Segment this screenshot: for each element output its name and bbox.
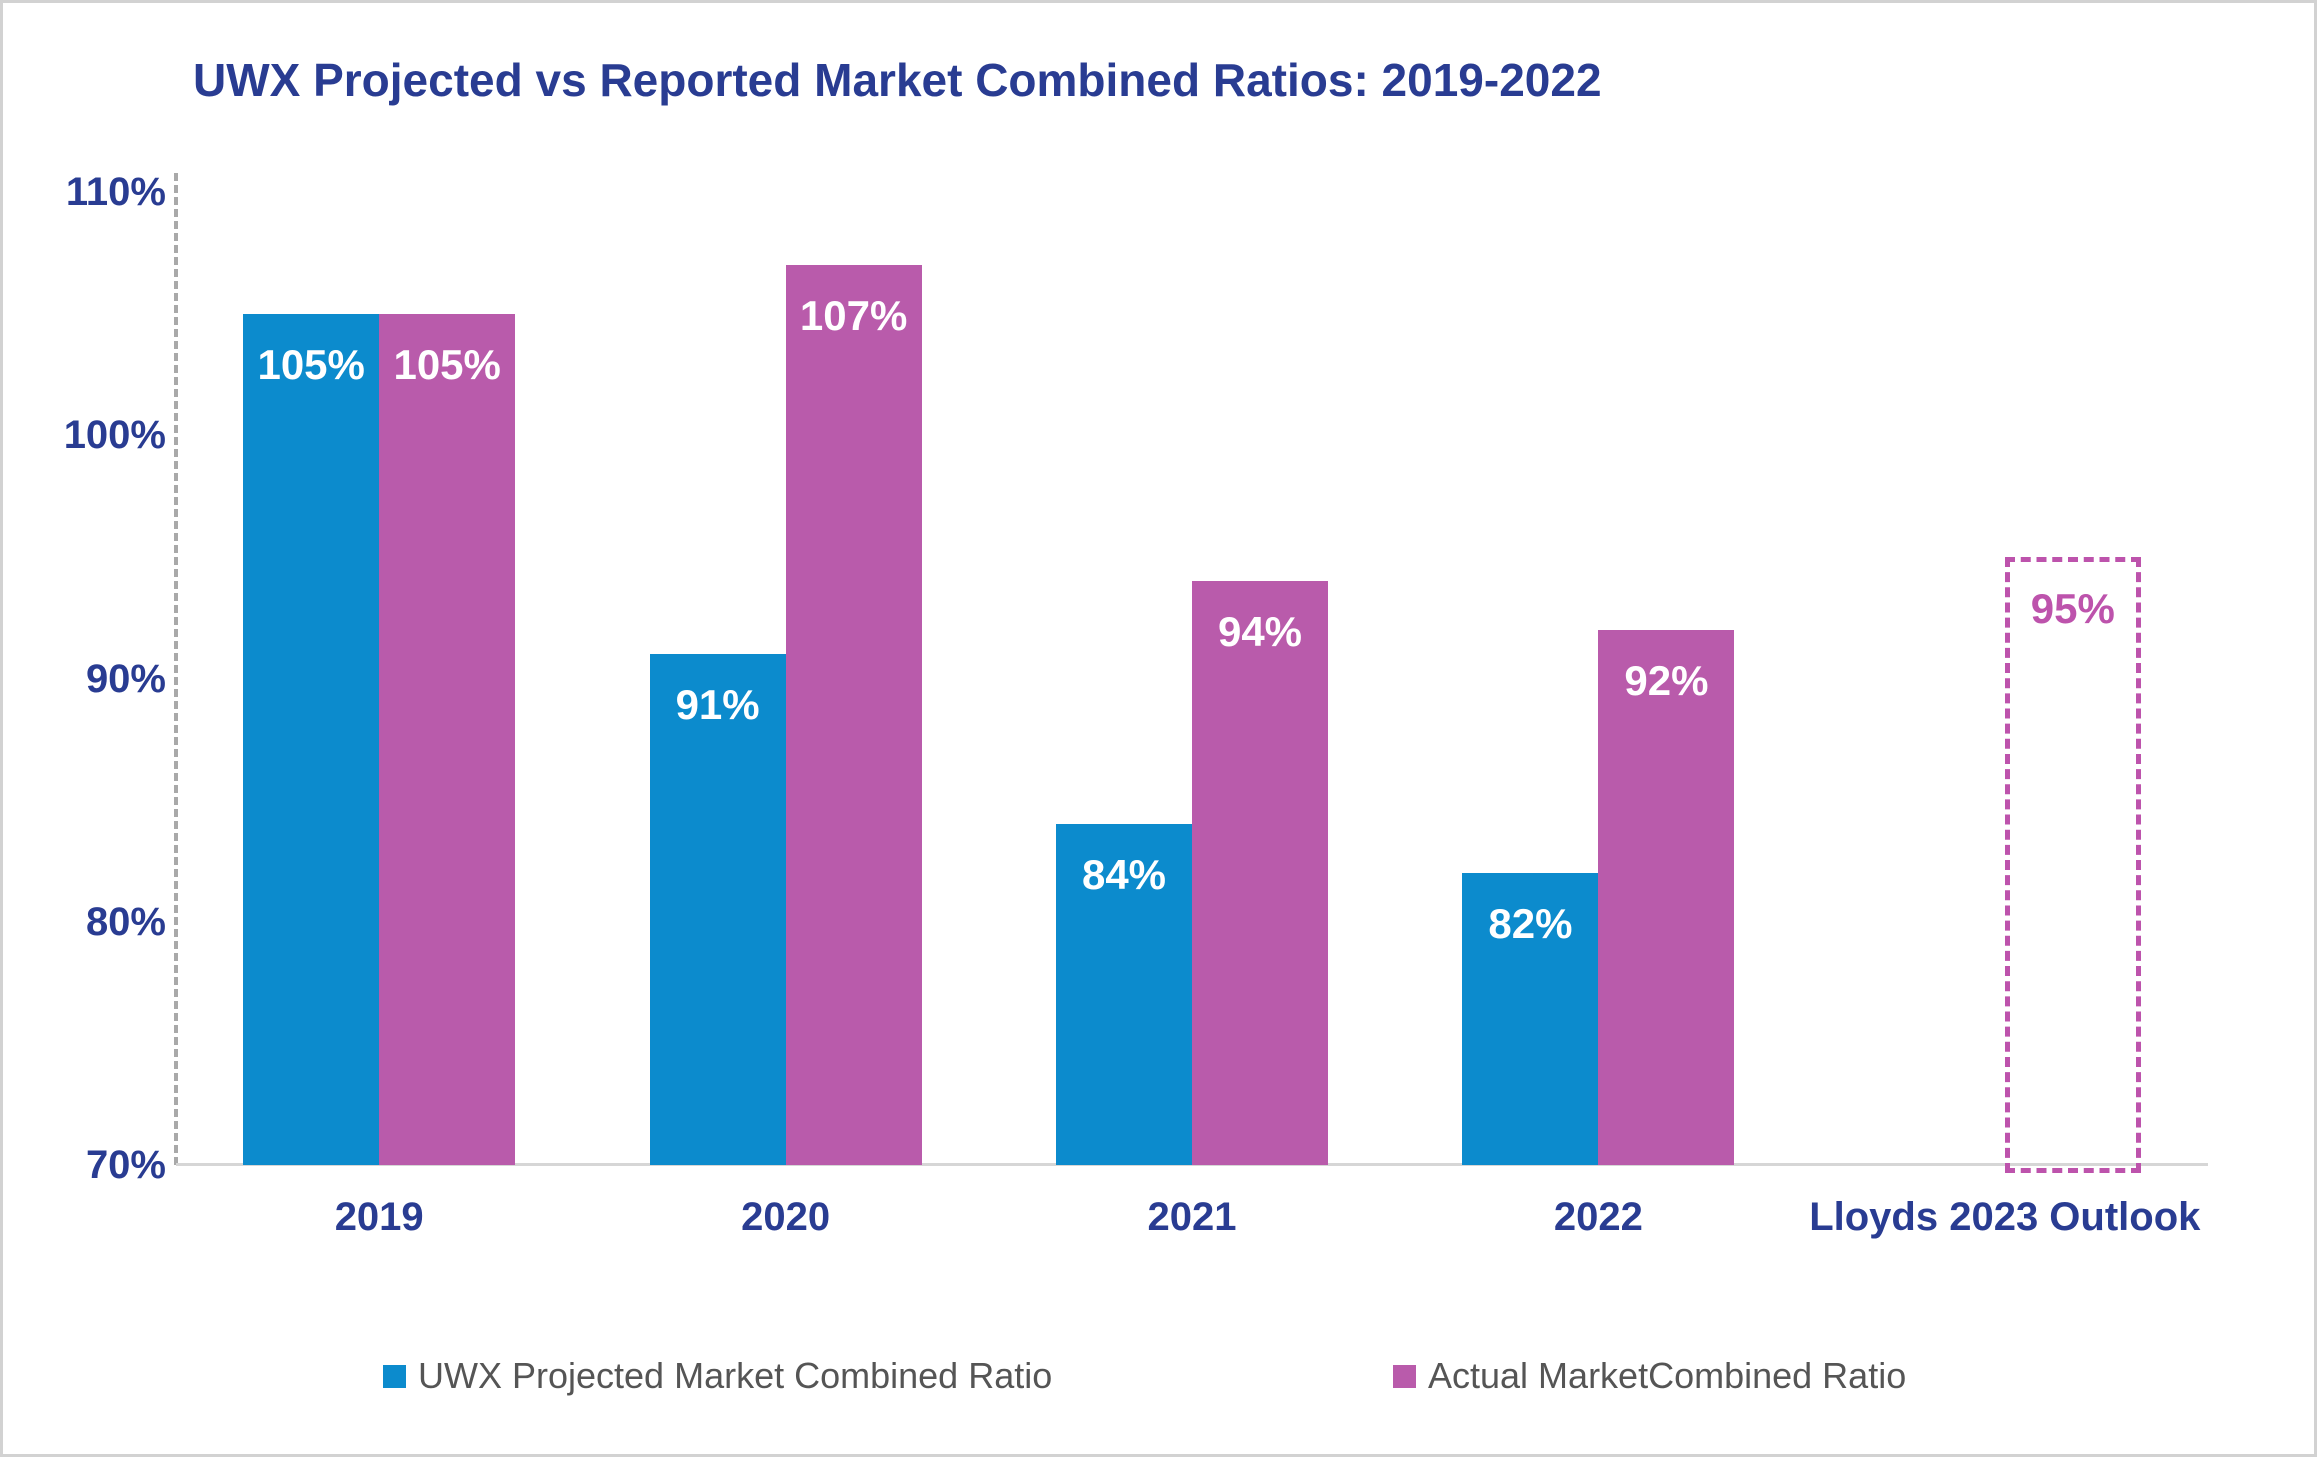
legend-label-uwx-projected: UWX Projected Market Combined Ratio — [418, 1355, 1053, 1396]
x-category-label-2019: 2019 — [334, 1195, 424, 1239]
magenta-series-swatch-icon — [1393, 1364, 1416, 1388]
y-tick-label: 70% — [85, 1143, 166, 1187]
blue-series-swatch-icon — [383, 1364, 406, 1388]
bar-value-label: 105% — [393, 340, 501, 388]
y-tick-label: 80% — [85, 899, 166, 944]
bar-projected-2022: 82% — [1462, 873, 1599, 1165]
x-category-label-lloyds-2023-outlook: Lloyds 2023 Outlook — [1809, 1195, 2201, 1239]
outlook-value-label: 95% — [2030, 584, 2115, 632]
bar-value-label: 91% — [675, 681, 760, 729]
bar-value-label: 94% — [1217, 608, 1303, 656]
bar-actual-2020: 107% — [785, 264, 922, 1165]
bar-projected-2020: 91% — [649, 654, 786, 1165]
bar-projected-2021: 84% — [1056, 824, 1192, 1165]
bar-value-label: 84% — [1081, 851, 1167, 899]
bar-actual-2019: 105% — [379, 313, 516, 1165]
plot-area: 95% 105% 105% 91% 107% 84% 94% 82% 92% — [176, 192, 2208, 1173]
y-tick-label: 110% — [65, 170, 166, 214]
outlook-box: 95% — [2004, 556, 2141, 1173]
legend-label-actual-market: Actual MarketCombined Ratio — [1428, 1355, 1907, 1396]
bar-actual-2021: 94% — [1192, 581, 1328, 1165]
x-category-label-2022: 2022 — [1553, 1195, 1643, 1239]
y-axis-line — [174, 173, 178, 1165]
x-category-label-2020: 2020 — [741, 1195, 831, 1239]
y-tick-label: 100% — [63, 413, 166, 458]
bar-value-label: 107% — [799, 291, 908, 339]
chart-title: UWX Projected vs Reported Market Combine… — [193, 54, 1602, 106]
x-category-label-2021: 2021 — [1147, 1195, 1237, 1239]
bar-projected-2019: 105% — [243, 313, 380, 1165]
legend-item-actual-market: Actual MarketCombined Ratio — [1393, 1353, 1906, 1399]
legend-item-uwx-projected: UWX Projected Market Combined Ratio — [383, 1353, 1052, 1399]
y-tick-label: 90% — [85, 656, 166, 701]
bar-value-label: 82% — [1488, 900, 1573, 948]
bar-actual-2022: 92% — [1598, 629, 1735, 1165]
bar-value-label: 105% — [257, 340, 365, 388]
bar-value-label: 92% — [1624, 656, 1709, 704]
